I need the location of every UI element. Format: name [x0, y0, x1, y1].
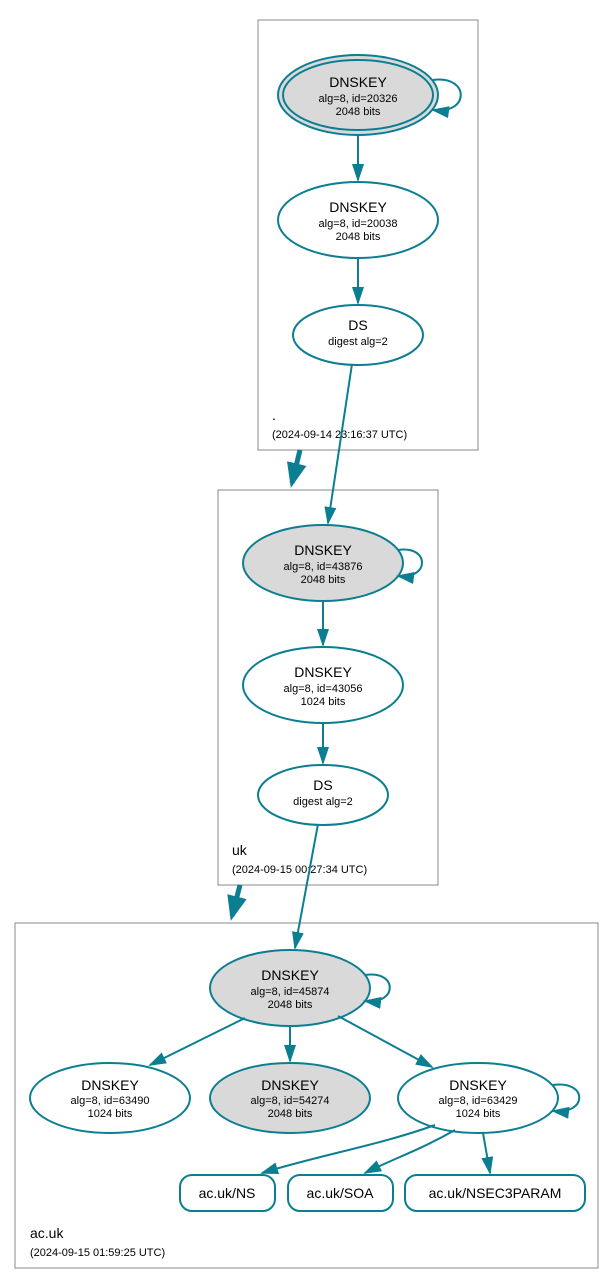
rrset-soa: ac.uk/SOA — [288, 1175, 393, 1211]
node-ac-k2: DNSKEY alg=8, id=54274 2048 bits — [210, 1063, 370, 1133]
edge-root-to-uk-zone — [292, 450, 300, 483]
svg-text:digest alg=2: digest alg=2 — [293, 796, 353, 808]
dnssec-diagram: . (2024-09-14 23:16:37 UTC) DNSKEY alg=8… — [0, 0, 613, 1278]
zone-acuk-time: (2024-09-15 01:59:25 UTC) — [30, 1247, 165, 1259]
edge-uk-to-acuk-zone — [232, 885, 240, 916]
svg-text:2048 bits: 2048 bits — [336, 231, 381, 243]
svg-text:DS: DS — [348, 317, 367, 333]
svg-text:alg=8, id=45874: alg=8, id=45874 — [251, 986, 330, 998]
node-ac-k1: DNSKEY alg=8, id=63490 1024 bits — [30, 1063, 190, 1133]
node-ac-k3: DNSKEY alg=8, id=63429 1024 bits — [398, 1063, 558, 1133]
svg-text:alg=8, id=43056: alg=8, id=43056 — [284, 683, 363, 695]
svg-text:1024 bits: 1024 bits — [456, 1108, 501, 1120]
svg-text:DNSKEY: DNSKEY — [329, 199, 387, 215]
node-ac-ksk: DNSKEY alg=8, id=45874 2048 bits — [210, 950, 370, 1026]
svg-text:DNSKEY: DNSKEY — [294, 664, 352, 680]
zone-uk-time: (2024-09-15 00:27:34 UTC) — [232, 864, 367, 876]
zone-root-label: . — [272, 407, 276, 423]
edge-acksk-k1 — [150, 1018, 245, 1065]
svg-text:alg=8, id=63429: alg=8, id=63429 — [439, 1095, 518, 1107]
svg-text:ac.uk/SOA: ac.uk/SOA — [307, 1185, 375, 1201]
rrset-ns: ac.uk/NS — [180, 1175, 275, 1211]
zone-root-time: (2024-09-14 23:16:37 UTC) — [272, 429, 407, 441]
rrset-nsec3: ac.uk/NSEC3PARAM — [405, 1175, 585, 1211]
zone-acuk-label: ac.uk — [30, 1225, 64, 1241]
svg-text:1024 bits: 1024 bits — [88, 1108, 133, 1120]
edge-acksk-k3 — [338, 1016, 432, 1067]
svg-text:1024 bits: 1024 bits — [301, 696, 346, 708]
node-root-ds: DS digest alg=2 — [293, 305, 423, 365]
svg-text:DNSKEY: DNSKEY — [294, 542, 352, 558]
svg-text:DNSKEY: DNSKEY — [261, 967, 319, 983]
zone-uk-label: uk — [232, 842, 248, 858]
edge-k3-nsec3 — [483, 1133, 490, 1173]
svg-text:alg=8, id=54274: alg=8, id=54274 — [251, 1095, 330, 1107]
svg-text:DNSKEY: DNSKEY — [449, 1077, 507, 1093]
svg-text:alg=8, id=63490: alg=8, id=63490 — [71, 1095, 150, 1107]
node-uk-zsk: DNSKEY alg=8, id=43056 1024 bits — [243, 647, 403, 723]
svg-text:alg=8, id=43876: alg=8, id=43876 — [284, 561, 363, 573]
svg-text:ac.uk/NS: ac.uk/NS — [199, 1185, 256, 1201]
svg-text:DNSKEY: DNSKEY — [261, 1077, 319, 1093]
svg-text:2048 bits: 2048 bits — [301, 574, 346, 586]
node-root-zsk: DNSKEY alg=8, id=20038 2048 bits — [278, 182, 438, 258]
edge-ukds-acksk — [295, 824, 318, 948]
svg-text:ac.uk/NSEC3PARAM: ac.uk/NSEC3PARAM — [429, 1185, 562, 1201]
node-root-ksk: DNSKEY alg=8, id=20326 2048 bits — [278, 55, 438, 135]
svg-text:2048 bits: 2048 bits — [336, 106, 381, 118]
svg-text:2048 bits: 2048 bits — [268, 1108, 313, 1120]
svg-text:alg=8, id=20038: alg=8, id=20038 — [319, 218, 398, 230]
svg-text:alg=8, id=20326: alg=8, id=20326 — [319, 93, 398, 105]
node-uk-ds: DS digest alg=2 — [258, 765, 388, 825]
svg-text:DNSKEY: DNSKEY — [81, 1077, 139, 1093]
svg-text:DS: DS — [313, 777, 332, 793]
svg-text:DNSKEY: DNSKEY — [329, 74, 387, 90]
svg-text:2048 bits: 2048 bits — [268, 999, 313, 1011]
edge-rootds-ukksk — [328, 364, 352, 523]
edge-k3-soa — [365, 1130, 455, 1173]
node-uk-ksk: DNSKEY alg=8, id=43876 2048 bits — [243, 525, 403, 601]
svg-text:digest alg=2: digest alg=2 — [328, 336, 388, 348]
